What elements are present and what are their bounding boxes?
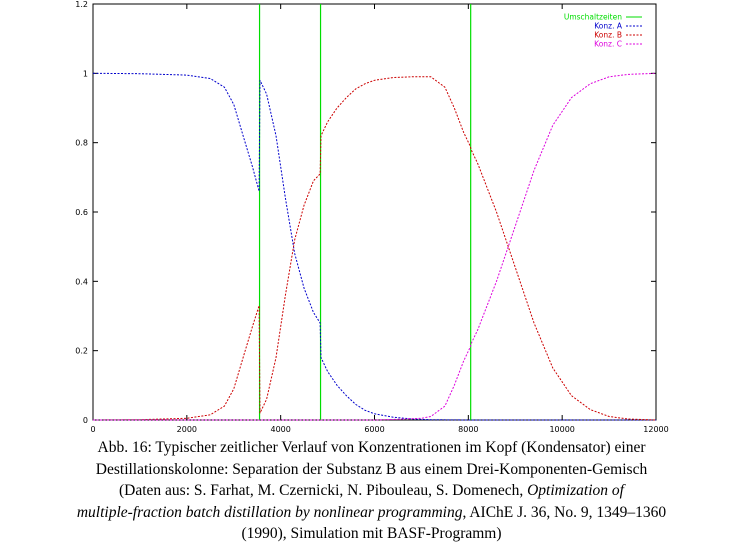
y-tick-label: 0 — [83, 416, 88, 425]
legend-label: Konz. B — [594, 31, 622, 40]
figure-caption: Abb. 16: Typischer zeitlicher Verlauf vo… — [0, 437, 743, 545]
caption-line-3-italic: Optimization of — [527, 482, 624, 499]
plot-frame — [92, 3, 657, 421]
x-tick-label: 0 — [90, 425, 95, 434]
y-tick-label: 0.6 — [75, 208, 88, 217]
y-tick-label: 0.4 — [75, 277, 88, 286]
caption-line-5: (1990), Simulation mit BASF-Programm) — [241, 525, 502, 542]
x-tick-label: 12000 — [643, 425, 668, 434]
x-tick-label: 6000 — [364, 425, 384, 434]
caption-line-4-text: , AIChE J. 36, No. 9, 1349–1360 — [462, 503, 667, 521]
legend-label: Konz. A — [594, 22, 623, 31]
x-tick-label: 4000 — [270, 425, 290, 434]
legend-label: Konz. C — [594, 40, 622, 49]
x-tick-label: 2000 — [177, 425, 197, 434]
caption-line-4-italic: multiple-fraction batch distillation by … — [76, 503, 463, 521]
caption-line-3: (Daten aus: S. Farhat, M. Czernicki, N. … — [0, 480, 743, 502]
caption-line-4: multiple-fraction batch distillation by … — [0, 502, 743, 524]
x-tick-label: 8000 — [458, 425, 478, 434]
y-tick-label: 0.8 — [75, 139, 88, 148]
x-tick-label: 10000 — [549, 425, 574, 434]
series-line-konz-b — [92, 76, 657, 421]
series-line-konz-a — [92, 72, 656, 421]
series-line-konz-c — [93, 72, 657, 421]
y-tick-label: 0.2 — [75, 347, 88, 356]
caption-line-2: Destillationskolonne: Separation der Sub… — [95, 460, 648, 478]
caption-line-3-text: (Daten aus: S. Farhat, M. Czernicki, N. … — [119, 482, 528, 499]
y-tick-label: 1 — [83, 69, 88, 78]
y-tick-label: 1.2 — [75, 0, 88, 9]
legend-label: Umschaltzeiten — [564, 13, 622, 22]
caption-line-1: Abb. 16: Typischer zeitlicher Verlauf vo… — [97, 439, 646, 456]
chart: 0 0.2 0.4 0.6 0.8 1 1.2 0 2000 4000 6000 8000 10000 1… — [75, 0, 668, 434]
